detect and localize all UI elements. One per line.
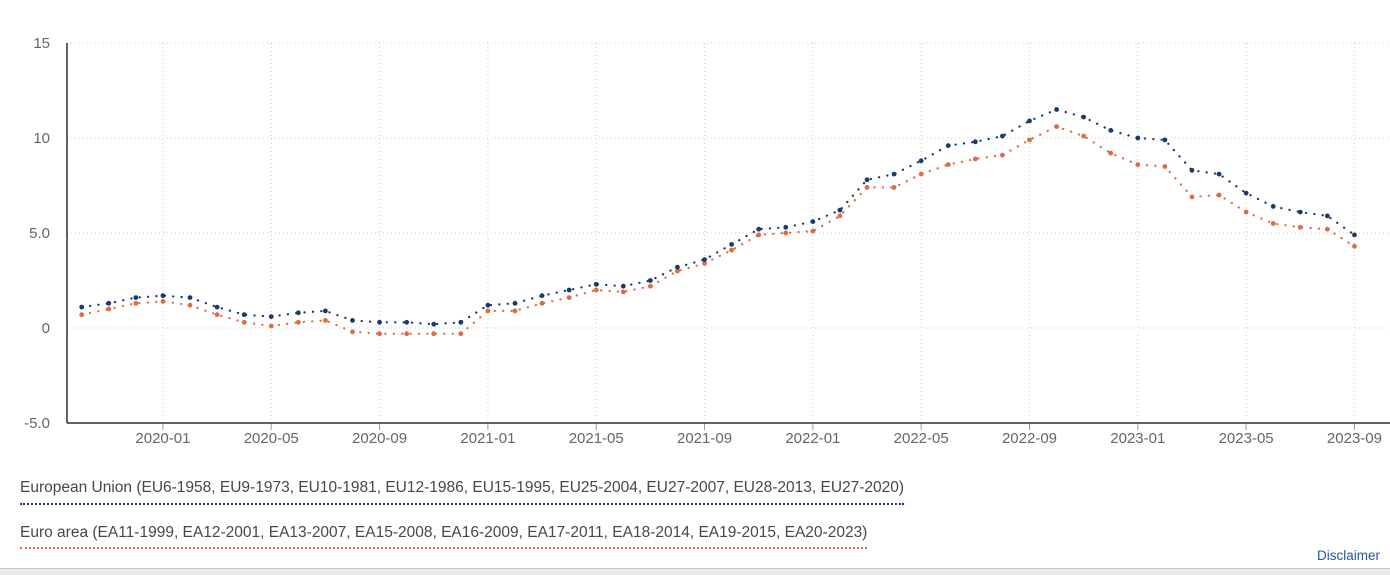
horizontal-scrollbar[interactable] <box>0 568 1390 575</box>
svg-text:-5.0: -5.0 <box>24 415 50 432</box>
svg-text:2020-01: 2020-01 <box>135 430 190 447</box>
svg-text:2022-09: 2022-09 <box>1002 430 1057 447</box>
svg-text:2023-05: 2023-05 <box>1219 430 1274 447</box>
svg-text:2021-09: 2021-09 <box>677 430 732 447</box>
svg-text:2020-09: 2020-09 <box>352 430 407 447</box>
legend-label-european-union: European Union (EU6-1958, EU9-1973, EU10… <box>20 479 905 505</box>
legend-item-european-union[interactable]: European Union (EU6-1958, EU9-1973, EU10… <box>20 479 905 505</box>
inflation-line-chart: 15 10 5.0 0 -5.0 2020-01 2020-05 2020-09 2021-01… <box>24 35 1390 447</box>
svg-text:2023-01: 2023-01 <box>1110 430 1165 447</box>
chart-legend: European Union (EU6-1958, EU9-1973, EU10… <box>20 479 905 568</box>
svg-text:2022-05: 2022-05 <box>894 430 949 447</box>
svg-text:2022-01: 2022-01 <box>785 430 840 447</box>
svg-text:0: 0 <box>42 320 50 337</box>
svg-text:10: 10 <box>33 130 50 147</box>
svg-text:2020-05: 2020-05 <box>244 430 299 447</box>
svg-text:5.0: 5.0 <box>29 225 50 242</box>
svg-text:2021-01: 2021-01 <box>460 430 515 447</box>
legend-item-euro-area[interactable]: Euro area (EA11-1999, EA12-2001, EA13-20… <box>20 524 904 550</box>
svg-text:15: 15 <box>33 35 50 52</box>
disclaimer-link[interactable]: Disclaimer <box>1316 548 1380 563</box>
legend-label-euro-area: Euro area (EA11-1999, EA12-2001, EA13-20… <box>20 524 868 550</box>
svg-text:2023-09: 2023-09 <box>1327 430 1382 447</box>
svg-text:2021-05: 2021-05 <box>569 430 624 447</box>
